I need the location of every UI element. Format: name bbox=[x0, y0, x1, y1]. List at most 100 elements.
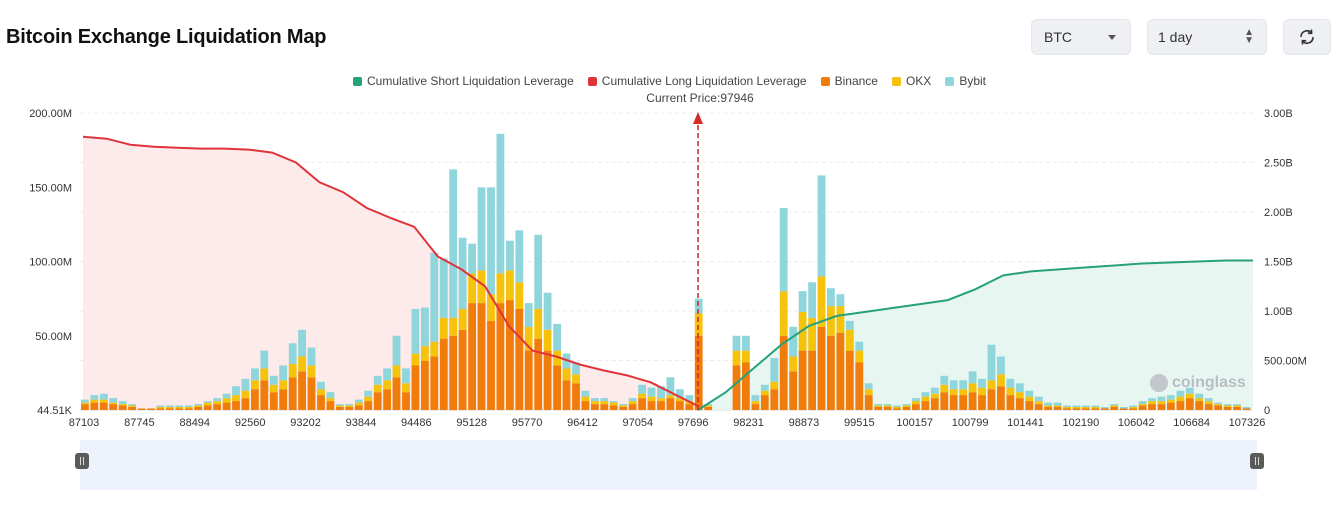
bar-binance bbox=[1138, 405, 1147, 410]
bar-okx bbox=[524, 326, 533, 351]
bar-okx bbox=[591, 401, 599, 405]
range-slider-track[interactable] bbox=[80, 440, 1257, 490]
bar-binance bbox=[260, 380, 269, 410]
bar-bybit bbox=[1195, 393, 1204, 399]
bar-okx bbox=[449, 317, 458, 336]
right-axis-tick-label: 1.00B bbox=[1264, 306, 1293, 318]
range-slider-left-handle[interactable] bbox=[75, 453, 89, 469]
timeframe-select[interactable]: 1 day ▲ ▼ bbox=[1147, 19, 1267, 55]
bar-bybit bbox=[817, 175, 826, 277]
bar-bybit bbox=[930, 387, 939, 394]
bar-okx bbox=[581, 396, 590, 402]
bar-okx bbox=[1053, 405, 1062, 407]
bar-okx bbox=[468, 273, 476, 304]
legend-item-bybit[interactable]: Bybit bbox=[945, 74, 986, 88]
bar-okx bbox=[288, 364, 297, 378]
bar-okx bbox=[260, 368, 269, 381]
x-axis-tick-label: 97696 bbox=[678, 417, 709, 429]
bar-okx bbox=[232, 395, 240, 401]
bar-bybit bbox=[997, 356, 1005, 375]
bar-binance bbox=[581, 401, 590, 410]
bar-binance bbox=[789, 371, 798, 410]
bar-bybit bbox=[855, 341, 864, 351]
bar-bybit bbox=[99, 393, 108, 400]
legend-swatch bbox=[891, 76, 901, 86]
bar-bybit bbox=[543, 292, 552, 330]
bar-okx bbox=[1167, 399, 1175, 403]
bar-bybit bbox=[392, 335, 401, 366]
bar-bybit bbox=[1223, 404, 1232, 406]
bar-bybit bbox=[421, 307, 429, 347]
bar-binance bbox=[1119, 408, 1128, 410]
bar-okx bbox=[902, 405, 911, 407]
bar-bybit bbox=[184, 405, 193, 407]
bar-okx bbox=[657, 398, 665, 402]
range-slider-right-handle[interactable] bbox=[1250, 453, 1264, 469]
bar-okx bbox=[364, 396, 373, 402]
bar-bybit bbox=[449, 169, 458, 318]
bar-bybit bbox=[808, 282, 816, 318]
bar-binance bbox=[128, 407, 136, 410]
bar-bybit bbox=[647, 387, 656, 397]
bar-binance bbox=[732, 365, 741, 410]
bar-bybit bbox=[1242, 407, 1251, 409]
bar-bybit bbox=[845, 320, 854, 330]
bar-binance bbox=[317, 395, 325, 410]
bar-okx bbox=[128, 405, 136, 407]
bar-okx bbox=[874, 405, 883, 407]
x-axis-tick-label: 100157 bbox=[896, 417, 933, 429]
x-axis-tick-label: 92560 bbox=[235, 417, 266, 429]
bar-okx bbox=[1204, 401, 1213, 405]
bar-okx bbox=[175, 407, 184, 409]
bar-binance bbox=[364, 401, 373, 410]
bar-okx bbox=[732, 350, 741, 366]
bar-binance bbox=[883, 407, 892, 410]
bar-bybit bbox=[883, 404, 892, 406]
bar-bybit bbox=[81, 399, 89, 403]
bar-bybit bbox=[1053, 402, 1062, 406]
bar-okx bbox=[572, 374, 580, 384]
bar-okx bbox=[808, 317, 816, 351]
legend-item-binance[interactable]: Binance bbox=[820, 74, 878, 88]
bar-binance bbox=[137, 408, 146, 410]
bar-binance bbox=[534, 338, 543, 410]
bar-binance bbox=[1082, 408, 1090, 410]
bar-binance bbox=[298, 371, 306, 410]
bar-okx bbox=[279, 380, 288, 390]
bar-bybit bbox=[1214, 402, 1222, 405]
x-axis-tick-label: 106684 bbox=[1173, 417, 1210, 429]
bar-binance bbox=[1233, 407, 1241, 410]
bar-binance bbox=[930, 398, 939, 410]
bar-okx bbox=[694, 313, 703, 336]
bar-binance bbox=[1091, 408, 1100, 410]
bar-binance bbox=[1129, 408, 1137, 410]
bar-okx bbox=[600, 401, 609, 405]
bar-binance bbox=[949, 395, 958, 410]
bar-okx bbox=[336, 405, 344, 407]
bar-binance bbox=[402, 392, 410, 410]
bar-bybit bbox=[326, 392, 335, 399]
bar-bybit bbox=[175, 405, 184, 407]
legend-item-okx[interactable]: OKX bbox=[891, 74, 931, 88]
bar-okx bbox=[1006, 387, 1015, 396]
bar-okx bbox=[675, 398, 684, 402]
bar-bybit bbox=[1129, 405, 1137, 407]
chevron-down-icon bbox=[1108, 35, 1116, 40]
bar-bybit bbox=[591, 398, 599, 402]
bar-bybit bbox=[949, 380, 958, 390]
bar-bybit bbox=[496, 133, 505, 274]
coin-select[interactable]: BTC bbox=[1031, 19, 1131, 55]
refresh-button[interactable] bbox=[1283, 19, 1331, 55]
legend-item-long[interactable]: Cumulative Long Liquidation Leverage bbox=[587, 74, 807, 88]
coinglass-logo-icon bbox=[1150, 374, 1168, 392]
right-axis-tick-label: 3.00B bbox=[1264, 108, 1293, 120]
bar-binance bbox=[742, 362, 750, 410]
legend-item-short[interactable]: Cumulative Short Liquidation Leverage bbox=[352, 74, 574, 88]
left-axis-tick-label: 200.00M bbox=[29, 108, 72, 120]
bar-binance bbox=[449, 335, 458, 411]
bar-bybit bbox=[383, 368, 391, 381]
coin-select-value: BTC bbox=[1044, 29, 1072, 45]
bar-okx bbox=[893, 407, 901, 409]
bar-bybit bbox=[1148, 398, 1156, 402]
bar-okx bbox=[326, 398, 335, 402]
